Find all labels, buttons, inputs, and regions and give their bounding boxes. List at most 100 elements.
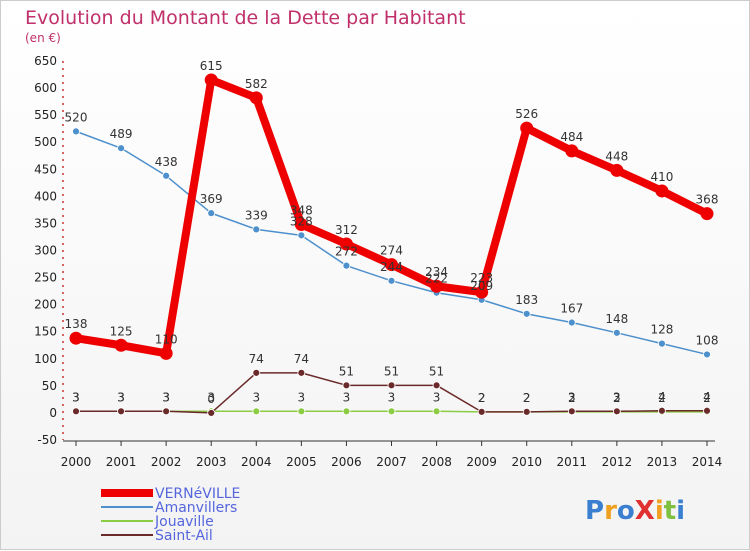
data-label: 3 — [72, 390, 80, 404]
data-point — [162, 407, 171, 416]
data-label: 348 — [290, 204, 313, 218]
data-label: 74 — [294, 352, 309, 366]
logo-letter: i — [676, 496, 685, 526]
legend-item: Saint-Ail — [101, 528, 213, 544]
data-point — [342, 261, 351, 270]
legend-item: Jouaville — [101, 514, 214, 530]
data-label: 2 — [568, 391, 576, 405]
data-label: 222 — [425, 272, 448, 286]
data-label: 244 — [380, 260, 403, 274]
data-label: 234 — [425, 265, 448, 279]
logo-text: ProXiti — [585, 496, 685, 526]
data-label: 3 — [72, 390, 80, 404]
proxiti-logo: ProXiti — [585, 496, 685, 526]
data-point — [207, 409, 216, 417]
data-label: 615 — [200, 59, 223, 73]
data-point — [387, 276, 396, 285]
data-point — [72, 407, 80, 416]
logo-letter: i — [655, 496, 664, 526]
y-tick-label: 0 — [49, 406, 57, 420]
data-point — [342, 407, 351, 416]
data-label: 312 — [335, 223, 358, 237]
data-point — [252, 225, 261, 234]
data-point — [520, 121, 534, 135]
data-label: 2 — [523, 391, 531, 405]
y-tick-label: 100 — [34, 352, 57, 366]
data-label: 448 — [605, 149, 628, 163]
y-tick-label: 450 — [34, 162, 57, 176]
data-point — [69, 331, 83, 345]
x-tick-label: 2003 — [196, 455, 227, 469]
data-label: 438 — [155, 155, 178, 169]
labels-vernéville: 138 125 110 615 582 348 312 274 234 223 526 484 448 4… — [65, 59, 719, 346]
y-tick-label: -50 — [37, 433, 57, 447]
data-label: 274 — [380, 244, 403, 258]
data-point — [207, 209, 216, 218]
data-label: 3 — [207, 390, 215, 404]
series-vernéville — [69, 73, 714, 360]
data-point — [159, 346, 173, 360]
y-tick-label: 550 — [34, 108, 57, 122]
data-label: 328 — [290, 214, 313, 228]
data-label: 2 — [478, 391, 486, 405]
data-point — [297, 407, 306, 416]
data-label: 0 — [207, 392, 215, 406]
data-point — [700, 207, 714, 221]
data-label: 138 — [65, 317, 88, 331]
data-point — [249, 91, 263, 105]
legend-label: Jouaville — [154, 514, 214, 530]
data-label: 2 — [613, 391, 621, 405]
y-tick-label: 50 — [42, 379, 57, 393]
data-label: 526 — [515, 107, 538, 121]
logo-letter: X — [635, 496, 655, 526]
legend-label: VERNéVILLE — [155, 486, 240, 502]
data-label: 2 — [658, 391, 666, 405]
series-saint-ail — [72, 368, 711, 417]
y-tick-label: 500 — [34, 135, 57, 149]
data-point — [475, 285, 489, 299]
x-tick-label: 2008 — [421, 455, 452, 469]
y-tick-label: 300 — [34, 244, 57, 258]
x-tick-label: 2001 — [106, 455, 137, 469]
data-point — [522, 407, 531, 416]
data-label: 369 — [200, 192, 223, 206]
data-label: 2 — [523, 391, 531, 405]
x-tick-label: 2004 — [241, 455, 272, 469]
x-tick-label: 2006 — [331, 455, 362, 469]
data-point — [522, 309, 531, 318]
data-label: 489 — [110, 127, 133, 141]
x-tick-label: 2005 — [286, 455, 317, 469]
data-point — [252, 368, 261, 377]
data-label: 339 — [245, 208, 268, 222]
data-point — [612, 328, 621, 337]
chart-title: Evolution du Montant de la Dette par Hab… — [25, 7, 466, 29]
data-label: 3 — [298, 390, 306, 404]
y-tick-label: 350 — [34, 216, 57, 230]
data-label: 3 — [568, 390, 576, 404]
data-label: 582 — [245, 77, 268, 91]
data-label: 148 — [605, 312, 628, 326]
data-point — [430, 279, 444, 293]
data-point — [703, 350, 711, 359]
data-label: 51 — [429, 364, 444, 378]
y-tick-label: 250 — [34, 271, 57, 285]
data-label: 3 — [343, 390, 351, 404]
logo-letter: r — [604, 496, 617, 526]
data-label: 167 — [560, 302, 583, 316]
data-point — [72, 127, 80, 136]
legend-label: Amanvillers — [155, 500, 237, 516]
y-tick-label: 200 — [34, 298, 57, 312]
data-point — [567, 318, 576, 327]
data-point — [114, 338, 128, 352]
data-label: 3 — [252, 390, 260, 404]
data-point — [655, 184, 669, 198]
data-label: 272 — [335, 245, 358, 259]
data-label: 4 — [703, 390, 711, 404]
data-label: 3 — [613, 390, 621, 404]
x-tick-label: 2009 — [466, 455, 497, 469]
data-point — [297, 368, 306, 377]
